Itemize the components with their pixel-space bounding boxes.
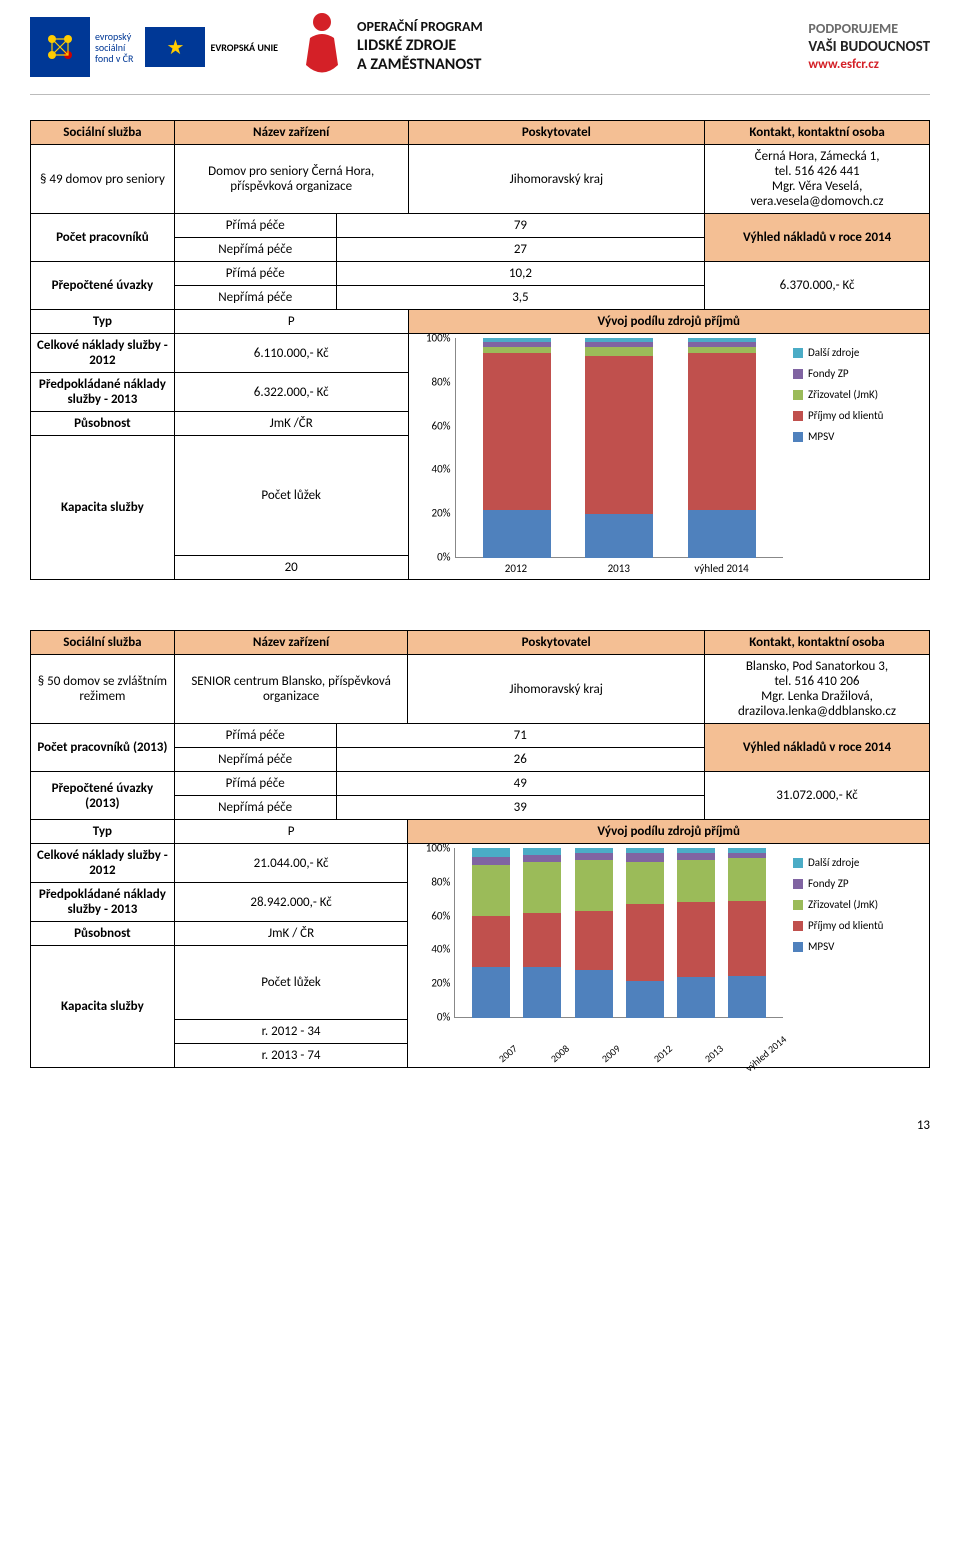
chart-legend: Další zdrojeFondy ZPZřizovatel (JmK)Příj… xyxy=(793,338,923,443)
info-block-1: Sociální služba Název zařízení Poskytova… xyxy=(30,120,930,580)
support-block: PODPORUJEME VAŠI BUDOUCNOST www.esfcr.cz xyxy=(808,20,930,75)
b2-celkove-lbl: Celkové náklady služby - 2012 xyxy=(31,844,175,883)
b2-predpokl-val: 28.942.000,- Kč xyxy=(174,883,408,922)
esf-icon xyxy=(30,17,90,77)
b2-prima-val: 71 xyxy=(336,724,704,748)
b1-predpokl-val: 6.322.000,- Kč xyxy=(174,373,408,412)
b2-kapacita1: r. 2012 - 34 xyxy=(174,1020,408,1044)
b2-zarizeni: SENIOR centrum Blansko, příspěvková orga… xyxy=(174,655,408,724)
op-line3: A ZAMĚSTNANOST xyxy=(357,55,483,74)
info-table-2: Sociální služba Název zařízení Poskytova… xyxy=(30,630,930,1068)
esf-label: evropský sociální fond v ČR xyxy=(95,31,133,64)
b1-prima-val: 79 xyxy=(336,214,705,238)
hdr-sluzba: Sociální služba xyxy=(31,631,175,655)
info-block-2: Sociální služba Název zařízení Poskytova… xyxy=(30,630,930,1068)
b1-chart: 0%20%40%60%80%100%20122013výhled 2014 Da… xyxy=(415,338,923,575)
hdr-kontakt: Kontakt, kontaktní osoba xyxy=(704,631,929,655)
b2-neprima-lbl: Nepřímá péče xyxy=(174,748,336,772)
page-number: 13 xyxy=(30,1118,930,1133)
b1-zarizeni: Domov pro seniory Černá Hora, příspěvkov… xyxy=(174,145,408,214)
b2-prima-u-lbl: Přímá péče xyxy=(174,772,336,796)
eu-flag-icon: ★ xyxy=(145,27,205,67)
support-line2: VAŠI BUDOUCNOST xyxy=(808,38,930,58)
b1-celkove-val: 6.110.000,- Kč xyxy=(174,334,408,373)
b1-vyvoj-hdr: Vývoj podílu zdrojů příjmů xyxy=(408,310,929,334)
b1-neprima-lbl: Nepřímá péče xyxy=(174,238,336,262)
b2-chart: 0%20%40%60%80%100%20072008200920122013vý… xyxy=(414,848,923,1063)
b1-neprima-u-val: 3,5 xyxy=(336,286,705,310)
b1-neprima-val: 27 xyxy=(336,238,705,262)
b1-predpokl-lbl: Předpokládané náklady služby - 2013 xyxy=(31,373,175,412)
b2-luzek-lbl: Počet lůžek xyxy=(174,946,408,1020)
b1-kapacita-lbl: Kapacita služby xyxy=(31,436,175,580)
b2-prima-lbl: Přímá péče xyxy=(174,724,336,748)
hdr-poskytovatel: Poskytovatel xyxy=(408,121,705,145)
b2-sluzba: § 50 domov se zvláštním režimem xyxy=(31,655,175,724)
hdr-poskytovatel: Poskytovatel xyxy=(408,631,705,655)
b1-kontakt: Černá Hora, Zámecká 1, tel. 516 426 441 … xyxy=(705,145,930,214)
b1-poskytovatel: Jihomoravský kraj xyxy=(408,145,705,214)
b2-typ-lbl: Typ xyxy=(31,820,175,844)
b1-typ-val: P xyxy=(174,310,408,334)
eu-label: EVROPSKÁ UNIE xyxy=(210,41,278,54)
b1-celkove-lbl: Celkové náklady služby - 2012 xyxy=(31,334,175,373)
hdr-sluzba: Sociální služba xyxy=(31,121,175,145)
b1-typ-lbl: Typ xyxy=(31,310,175,334)
b2-neprima-u-lbl: Nepřímá péče xyxy=(174,796,336,820)
b2-celkove-val: 21.044.00,- Kč xyxy=(174,844,408,883)
b1-sluzba: § 49 domov pro seniory xyxy=(31,145,175,214)
b1-prepoctene: Přepočtené úvazky xyxy=(31,262,175,310)
esf-logo: evropský sociální fond v ČR xyxy=(30,17,133,77)
b2-predpokl-lbl: Předpokládané náklady služby - 2013 xyxy=(31,883,175,922)
b1-pocet-prac: Počet pracovníků xyxy=(31,214,175,262)
b2-pusobnost-val: JmK / ČR xyxy=(174,922,408,946)
b1-pusobnost-val: JmK /ČR xyxy=(174,412,408,436)
b2-vyhled-val: 31.072.000,- Kč xyxy=(704,772,929,820)
b2-prepoctene: Přepočtené úvazky (2013) xyxy=(31,772,175,820)
b2-kapacita2: r. 2013 - 74 xyxy=(174,1044,408,1068)
b1-vyhled-val: 6.370.000,- Kč xyxy=(705,262,930,310)
b1-prima-lbl: Přímá péče xyxy=(174,214,336,238)
b2-pocet-prac: Počet pracovníků (2013) xyxy=(31,724,175,772)
b1-neprima-u-lbl: Nepřímá péče xyxy=(174,286,336,310)
b2-neprima-u-val: 39 xyxy=(336,796,704,820)
hdr-zarizeni: Název zařízení xyxy=(174,631,408,655)
b1-kapacita-val: 20 xyxy=(174,556,408,580)
support-url: www.esfcr.cz xyxy=(808,57,930,74)
eu-logo: ★ EVROPSKÁ UNIE xyxy=(145,27,278,67)
red-person-icon xyxy=(300,10,345,84)
b1-prima-u-val: 10,2 xyxy=(336,262,705,286)
b2-vyvoj-hdr: Vývoj podílu zdrojů příjmů xyxy=(408,820,930,844)
b2-typ-val: P xyxy=(174,820,408,844)
op-line2: LIDSKÉ ZDROJE xyxy=(357,36,483,55)
b1-pusobnost-lbl: Působnost xyxy=(31,412,175,436)
b2-poskytovatel: Jihomoravský kraj xyxy=(408,655,705,724)
b2-neprima-val: 26 xyxy=(336,748,704,772)
hdr-zarizeni: Název zařízení xyxy=(174,121,408,145)
b1-vyhled-hdr: Výhled nákladů v roce 2014 xyxy=(705,214,930,262)
b2-kapacita-lbl: Kapacita služby xyxy=(31,946,175,1068)
b1-prima-u-lbl: Přímá péče xyxy=(174,262,336,286)
b2-kontakt: Blansko, Pod Sanatorkou 3, tel. 516 410 … xyxy=(704,655,929,724)
op-line1: OPERAČNÍ PROGRAM xyxy=(357,19,483,36)
op-title: OPERAČNÍ PROGRAM LIDSKÉ ZDROJE A ZAMĚSTN… xyxy=(357,19,483,74)
b2-prima-u-val: 49 xyxy=(336,772,704,796)
b2-vyhled-hdr: Výhled nákladů v roce 2014 xyxy=(704,724,929,772)
hdr-kontakt: Kontakt, kontaktní osoba xyxy=(705,121,930,145)
b1-luzek-lbl: Počet lůžek xyxy=(174,436,408,556)
chart-legend: Další zdrojeFondy ZPZřizovatel (JmK)Příj… xyxy=(793,848,923,953)
b2-pusobnost-lbl: Působnost xyxy=(31,922,175,946)
support-line1: PODPORUJEME xyxy=(808,20,930,38)
page-header: evropský sociální fond v ČR ★ EVROPSKÁ U… xyxy=(30,10,930,95)
info-table-1: Sociální služba Název zařízení Poskytova… xyxy=(30,120,930,580)
